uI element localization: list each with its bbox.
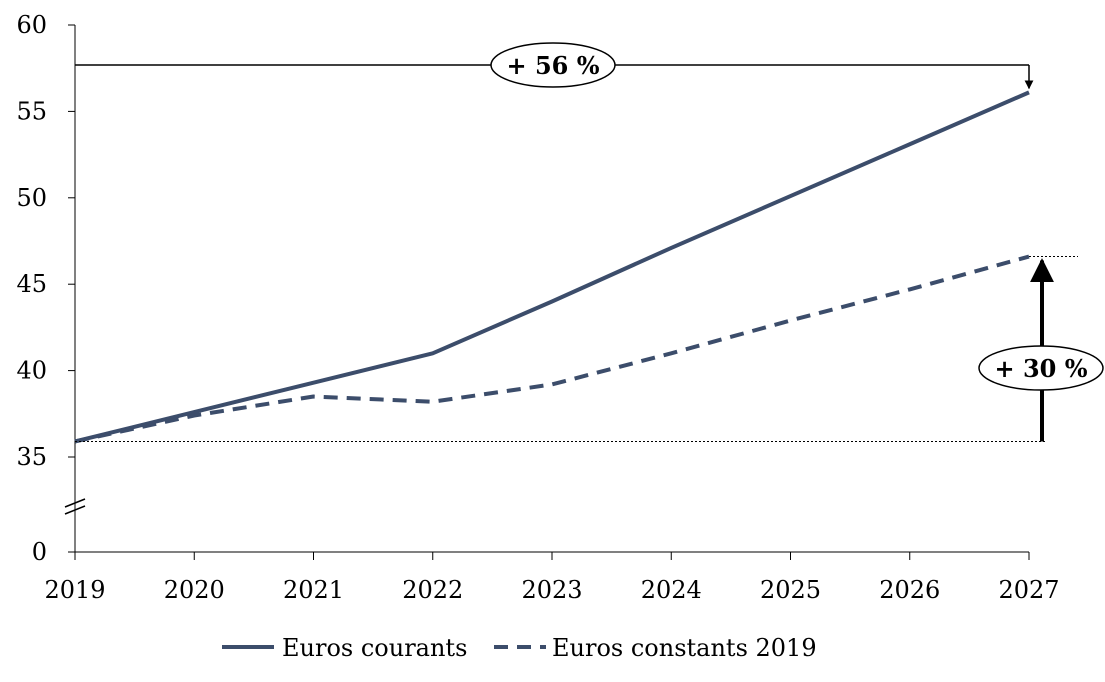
x-tick-label: 2026 xyxy=(879,576,940,604)
x-tick-label: 2021 xyxy=(283,576,344,604)
annotation-layer: + 56 % + 30 % xyxy=(75,42,1104,442)
annotation-bubble xyxy=(978,345,1104,391)
x-tick-label: 2024 xyxy=(641,576,702,604)
x-tick-label: 2025 xyxy=(760,576,821,604)
series-line xyxy=(74,90,1030,444)
y-tick-label: 35 xyxy=(16,443,47,471)
x-tick-label: 2020 xyxy=(164,576,225,604)
legend-label: Euros courants xyxy=(282,634,467,662)
annotation-label: + 30 % xyxy=(994,354,1087,383)
axis-break-mark xyxy=(64,498,86,508)
y-tick-label: 60 xyxy=(16,11,47,39)
legend-label: Euros constants 2019 xyxy=(552,634,817,662)
x-tick-label: 2023 xyxy=(521,576,582,604)
series-layer xyxy=(74,90,1030,444)
y-tick-label: 0 xyxy=(32,538,47,566)
series-line xyxy=(74,254,1030,444)
axis-break-mark xyxy=(64,505,86,515)
x-tick-label: 2027 xyxy=(998,576,1059,604)
y-tick-label: 40 xyxy=(16,357,47,385)
x-tick-label: 2019 xyxy=(44,576,105,604)
annotation-label: + 56 % xyxy=(506,51,599,80)
y-tick-label: 45 xyxy=(16,270,47,298)
y-tick-label: 55 xyxy=(16,97,47,125)
y-tick-label: 50 xyxy=(16,184,47,212)
annotation-bubble xyxy=(490,42,616,88)
legend: Euros courants Euros constants 2019 xyxy=(222,634,817,662)
axes: 0 35 40 45 50 55 60 2019 2020 2021 2022 2023 2024 202… xyxy=(16,11,1059,604)
x-tick-label: 2022 xyxy=(402,576,463,604)
